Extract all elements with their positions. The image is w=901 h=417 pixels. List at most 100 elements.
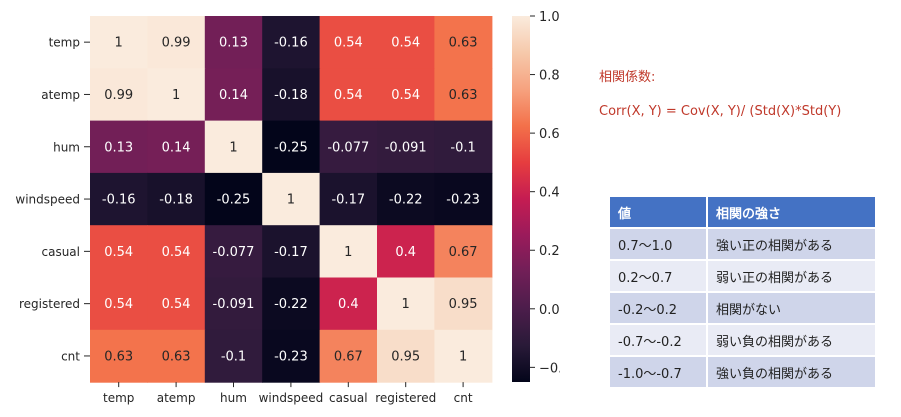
col-tick-label: registered <box>375 391 436 405</box>
colorbar-tick-label: 0.8 <box>539 69 560 84</box>
colorbar-tick-label: 1.0 <box>539 10 560 25</box>
heatmap-cell <box>319 120 378 174</box>
heatmap-cell <box>204 172 263 226</box>
heatmap-cell <box>262 172 321 226</box>
table-cell-range: -0.7〜-0.2 <box>610 323 707 356</box>
heatmap-cell <box>377 16 435 69</box>
heatmap-cell <box>204 277 263 331</box>
heatmap-cell <box>434 16 493 69</box>
row-tick-label: registered <box>19 297 80 311</box>
heatmap-cell-label: -0.22 <box>274 297 308 312</box>
col-tick-label: temp <box>103 391 134 405</box>
table-row: 0.2〜0.7 弱い正の相関がある <box>610 259 875 292</box>
heatmap-row-labels: temp atemp hum windspeed casual registered cnt <box>15 36 90 363</box>
heatmap-cell <box>262 329 321 383</box>
heatmap-cell-label: -0.17 <box>274 245 308 260</box>
heatmap-cell <box>147 329 206 383</box>
table-cell-strength: 弱い負の相関がある <box>706 323 875 356</box>
heatmap-cell <box>434 329 493 383</box>
colorbar-ticks: 1.0 0.8 0.6 0.4 0.2 0.0 −0.2 <box>530 10 560 376</box>
colorbar-tick-label: 0.6 <box>539 127 560 142</box>
heatmap-cell <box>262 68 321 122</box>
heatmap-col-labels: temp atemp hum windspeed casual registered cnt <box>103 382 473 405</box>
heatmap-cell-label: -0.25 <box>274 140 308 155</box>
table-cell-range: -0.2〜0.2 <box>610 291 707 324</box>
heatmap-cell-label: -0.1 <box>221 349 246 364</box>
heatmap-cell <box>434 277 493 331</box>
heatmap-cell <box>377 277 435 331</box>
heatmap-cell <box>147 277 206 331</box>
heatmap-cell <box>434 68 493 122</box>
heatmap-cell <box>204 68 263 122</box>
heatmap-cell <box>434 172 493 226</box>
heatmap-cell <box>319 225 378 279</box>
heatmap-cell-label: -0.18 <box>159 193 193 208</box>
heatmap-cell-label: 1 <box>229 140 237 155</box>
heatmap-cell <box>434 225 493 279</box>
table-cell-strength: 弱い正の相関がある <box>706 259 875 292</box>
col-tick-label: casual <box>329 391 368 405</box>
colorbar-tick-label: 0.4 <box>539 186 560 201</box>
heatmap-cell-label: 0.54 <box>162 245 191 260</box>
table-header-strength: 相関の強さ <box>706 197 875 228</box>
table-cell-range: -1.0〜-0.7 <box>610 355 707 387</box>
heatmap-cell <box>147 120 206 174</box>
heatmap-cell <box>90 172 148 226</box>
heatmap-cell <box>262 120 321 174</box>
heatmap-cell-label: 0.95 <box>449 297 478 312</box>
table-header-value: 値 <box>610 197 707 228</box>
heatmap-cell <box>90 225 148 279</box>
heatmap-cell-label: 0.63 <box>449 36 478 51</box>
heatmap-cell <box>204 16 263 69</box>
row-tick-label: temp <box>49 36 80 50</box>
heatmap-cell-label: 0.67 <box>449 245 478 260</box>
heatmap-cell-label: 0.54 <box>391 88 420 103</box>
heatmap-cell-label: -0.17 <box>331 193 365 208</box>
heatmap-cell <box>147 68 206 122</box>
col-tick-label: cnt <box>454 391 473 405</box>
heatmap-cell-label: -0.22 <box>389 193 423 208</box>
heatmap-cell <box>90 329 148 383</box>
heatmap-cell-label: -0.23 <box>274 349 308 364</box>
correlation-strength-table: 値 相関の強さ 0.7〜1.0 強い正の相関がある 0.2〜0.7 弱い正の相関… <box>610 197 875 387</box>
row-tick-label: hum <box>53 140 80 154</box>
table-header-row: 値 相関の強さ <box>610 197 875 228</box>
heatmap-cell <box>319 277 378 331</box>
heatmap-cell <box>90 277 148 331</box>
heatmap-cell-label: 1 <box>459 349 467 364</box>
heatmap-cell-label: -0.091 <box>385 140 427 155</box>
heatmap-cell <box>319 329 378 383</box>
heatmap-cell-label: 0.67 <box>334 349 363 364</box>
heatmap-cell-label: 1 <box>402 297 410 312</box>
col-tick-label: atemp <box>157 391 196 405</box>
table-row: 0.7〜1.0 強い正の相関がある <box>610 227 875 260</box>
heatmap-cell-label: 1 <box>115 36 123 51</box>
heatmap-cell <box>319 68 378 122</box>
heatmap-cell <box>377 120 435 174</box>
heatmap-cell-label: -0.077 <box>213 245 255 260</box>
heatmap-cell <box>147 225 206 279</box>
table-cell-strength: 強い正の相関がある <box>706 227 875 260</box>
heatmap-cell-label: 0.14 <box>219 88 248 103</box>
heatmap-cell <box>319 172 378 226</box>
heatmap-cell-label: -0.23 <box>446 193 480 208</box>
heatmap-cell-label: -0.1 <box>450 140 475 155</box>
heatmap-cell <box>147 16 206 69</box>
heatmap-cell-label: 0.54 <box>104 297 133 312</box>
heatmap-cell <box>90 68 148 122</box>
heatmap-cell-label: 0.95 <box>391 349 420 364</box>
table-row: -1.0〜-0.7 強い負の相関がある <box>610 355 875 387</box>
col-tick-label: windspeed <box>259 391 324 405</box>
heatmap-cell-label: 0.99 <box>162 36 191 51</box>
heatmap-cell <box>262 225 321 279</box>
heatmap-cell-label: 0.54 <box>334 88 363 103</box>
heatmap-cell-label: -0.091 <box>213 297 255 312</box>
table-row: -0.7〜-0.2 弱い負の相関がある <box>610 323 875 356</box>
heatmap-cell-label: 0.63 <box>162 349 191 364</box>
heatmap-cell-label: 0.63 <box>104 349 133 364</box>
heatmap-cell <box>90 120 148 174</box>
heatmap-cell-label: 0.54 <box>104 245 133 260</box>
heatmap-cell <box>262 277 321 331</box>
table-cell-range: 0.7〜1.0 <box>610 227 707 260</box>
colorbar <box>512 16 530 382</box>
